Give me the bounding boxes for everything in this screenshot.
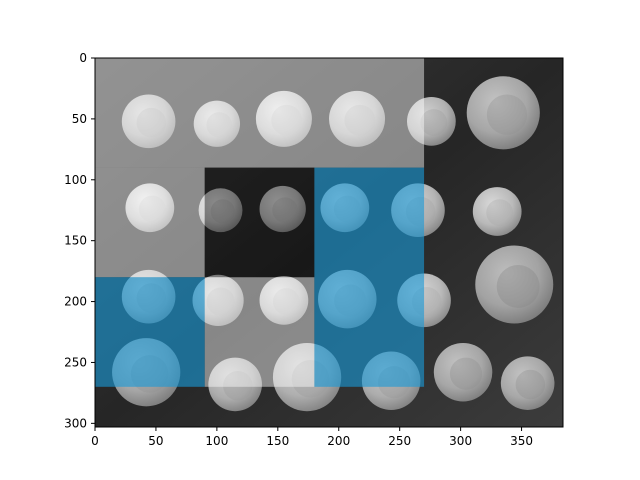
x-tick-label: 300 <box>449 434 472 448</box>
coin-8 <box>198 188 243 233</box>
coin-relief <box>486 199 514 227</box>
coin-disc <box>466 76 540 150</box>
coin-disc <box>121 94 176 149</box>
coin-relief <box>496 265 540 308</box>
overlay-dark-4 <box>204 167 315 278</box>
coin-18 <box>475 245 554 324</box>
y-axis: 0 50 100 150 200 250 300 <box>64 51 95 430</box>
coin-disc <box>259 275 309 325</box>
coin-relief <box>449 357 483 390</box>
overlay-light-3 <box>204 277 315 387</box>
coin-disc <box>208 357 262 412</box>
coin-relief <box>136 107 167 138</box>
coin-15 <box>259 275 309 325</box>
coin-disc <box>193 100 241 147</box>
coin-23 <box>433 342 493 402</box>
coin-relief <box>210 199 235 224</box>
y-tick-label: 50 <box>72 112 87 126</box>
overlay-blue-5 <box>95 277 205 387</box>
coin-5 <box>407 96 456 146</box>
coin-relief <box>223 370 253 401</box>
y-tick-label: 100 <box>64 173 87 187</box>
coin-2 <box>193 100 241 147</box>
x-tick-label: 250 <box>388 434 411 448</box>
coin-relief <box>344 104 376 136</box>
x-tick-label: 0 <box>91 434 99 448</box>
coin-14 <box>192 274 244 326</box>
coin-disc <box>125 183 175 233</box>
coin-12 <box>472 187 522 236</box>
coin-disc <box>259 185 306 233</box>
x-tick-label: 150 <box>266 434 289 448</box>
coin-disc <box>407 96 456 146</box>
overlay-light-2 <box>95 167 205 278</box>
x-tick-label: 200 <box>327 434 350 448</box>
image-axes <box>95 58 563 427</box>
coin-disc <box>500 356 555 410</box>
coin-relief <box>420 109 448 136</box>
coin-relief <box>206 287 235 316</box>
overlay-blue-6 <box>314 167 425 387</box>
coin-disc <box>192 274 244 326</box>
coin-relief <box>272 288 300 315</box>
coin-9 <box>259 185 306 233</box>
coin-relief <box>486 94 528 135</box>
coin-relief <box>138 195 166 223</box>
y-tick-label: 300 <box>64 416 87 430</box>
x-axis: 0 50 100 150 200 250 300 350 <box>91 427 533 448</box>
coin-disc <box>475 245 554 324</box>
overlay-layer <box>95 58 425 387</box>
coin-1 <box>121 94 176 149</box>
x-tick-label: 50 <box>148 434 163 448</box>
coin-disc <box>255 90 312 147</box>
coin-7 <box>125 183 175 233</box>
y-tick-label: 150 <box>64 234 87 248</box>
coin-relief <box>271 104 303 136</box>
coin-20 <box>208 357 262 412</box>
coin-disc <box>433 342 493 402</box>
x-tick-label: 350 <box>510 434 533 448</box>
coin-6 <box>466 76 540 150</box>
coin-relief <box>272 197 298 223</box>
y-tick-label: 0 <box>79 51 87 65</box>
coin-relief <box>515 369 546 400</box>
coin-disc <box>198 188 243 233</box>
coin-relief <box>206 112 232 138</box>
axes-frame <box>94 57 564 428</box>
y-tick-label: 250 <box>64 355 87 369</box>
y-tick-label: 200 <box>64 295 87 309</box>
coin-4 <box>329 90 386 147</box>
coin-3 <box>255 90 312 147</box>
x-tick-label: 100 <box>205 434 228 448</box>
coin-24 <box>500 356 555 410</box>
coin-disc <box>472 187 522 236</box>
overlay-light-1 <box>95 58 425 168</box>
coin-disc <box>329 90 386 147</box>
